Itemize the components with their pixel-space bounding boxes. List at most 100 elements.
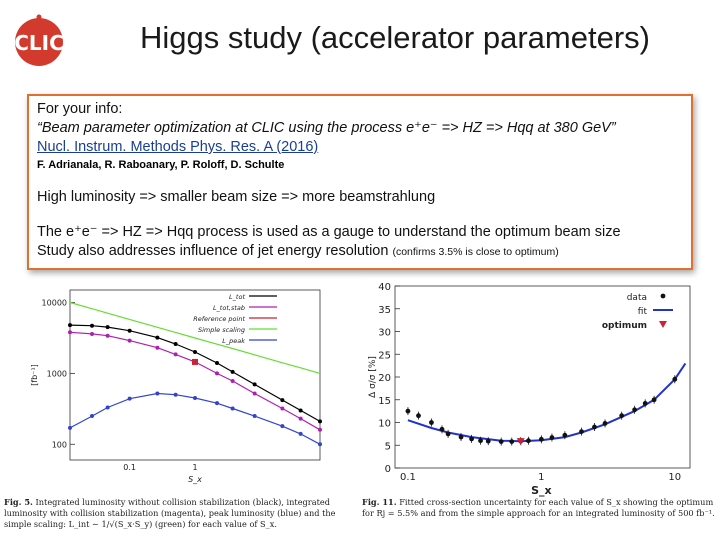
y-tick-label: 40 bbox=[378, 282, 391, 293]
data-point bbox=[579, 429, 584, 434]
y-axis-label: [fb⁻¹] bbox=[30, 364, 39, 386]
ltot-point bbox=[127, 328, 132, 333]
legend-label: Simple scaling bbox=[198, 326, 245, 334]
y-tick-label: 10 bbox=[378, 419, 391, 430]
ltot-point bbox=[68, 323, 72, 328]
info-heading: For your info: bbox=[37, 101, 123, 117]
ltot-stab-point bbox=[127, 338, 132, 343]
data-point bbox=[405, 408, 411, 414]
paper-title: “Beam parameter optimization at CLIC usi… bbox=[37, 120, 616, 136]
reference-point bbox=[192, 358, 198, 365]
legend-label: Reference point bbox=[193, 315, 245, 323]
data-point bbox=[602, 421, 608, 426]
data-point bbox=[549, 435, 555, 440]
authors: F. Adrianala, R. Raboanary, P. Roloff, D… bbox=[37, 159, 285, 171]
x-tick-label: 1 bbox=[192, 463, 197, 472]
ltot-point bbox=[105, 325, 110, 330]
legend-data-swatch bbox=[660, 293, 666, 299]
uncertainty-chart: 0 5 10 15 20 25 30 35 40 0.1 1 10 S_x Δ σ/σ [%] data fi… bbox=[365, 278, 695, 498]
lpeak-point bbox=[193, 395, 197, 400]
x-tick-label: 10 bbox=[668, 472, 681, 483]
ltot-point bbox=[155, 335, 160, 340]
simple-scaling-line bbox=[69, 301, 321, 374]
ltot-point bbox=[252, 382, 257, 387]
lpeak-point bbox=[173, 392, 178, 397]
left-caption-label: Fig. 5. bbox=[4, 497, 33, 507]
y-tick-label: 15 bbox=[378, 396, 391, 407]
data-point bbox=[485, 438, 491, 444]
ltot-point bbox=[193, 350, 197, 355]
ltot-stab-line bbox=[69, 331, 321, 431]
ltot-point bbox=[298, 408, 303, 413]
ltot-point bbox=[280, 398, 285, 403]
data-point bbox=[562, 432, 568, 438]
data-point bbox=[509, 439, 515, 445]
data-point bbox=[429, 420, 434, 425]
ltot-point bbox=[173, 341, 178, 346]
right-caption: Fig. 11. Fitted cross-section uncertaint… bbox=[362, 497, 716, 519]
y-tick-label: 1000 bbox=[47, 369, 67, 378]
ltot-stab-point bbox=[298, 416, 303, 421]
data-point bbox=[672, 376, 678, 382]
study-text-note: (confirms 3.5% is close to optimum) bbox=[392, 246, 559, 258]
ltot-point bbox=[215, 361, 220, 366]
logo-text: CLIC bbox=[14, 31, 64, 55]
ltot-stab-point bbox=[215, 371, 220, 376]
ltot-stab-point bbox=[90, 331, 95, 336]
x-tick-label: 1 bbox=[538, 472, 544, 483]
x-tick-label: 0.1 bbox=[400, 472, 416, 483]
data-point bbox=[498, 439, 504, 445]
x-axis-label: S_x bbox=[531, 484, 552, 497]
ltot-stab-point bbox=[318, 427, 322, 432]
data-point bbox=[458, 434, 464, 440]
legend-label: data bbox=[627, 293, 647, 303]
legend-label: L_tot,stab bbox=[213, 304, 245, 312]
process-note: The e⁺e⁻ => HZ => Hqq process is used as… bbox=[37, 224, 621, 240]
study-note: Study also addresses influence of jet en… bbox=[37, 242, 683, 262]
journal-link[interactable]: Nucl. Instrum. Methods Phys. Res. A (201… bbox=[37, 139, 319, 155]
ltot-stab-point bbox=[252, 391, 257, 396]
lpeak-point bbox=[215, 401, 220, 406]
ltot-stab-point bbox=[230, 379, 235, 384]
ltot-point bbox=[318, 419, 322, 424]
lpeak-point bbox=[155, 391, 160, 396]
y-tick-label: 35 bbox=[378, 305, 391, 316]
legend-label: L_peak bbox=[222, 337, 245, 345]
lpeak-point bbox=[280, 424, 285, 429]
data-point bbox=[478, 438, 483, 444]
data-point bbox=[632, 407, 638, 413]
y-tick-label: 100 bbox=[52, 440, 67, 449]
study-text: Study also addresses influence of jet en… bbox=[37, 243, 389, 259]
data-point bbox=[592, 424, 597, 430]
y-tick-label: 0 bbox=[385, 464, 391, 475]
data-point bbox=[538, 436, 544, 442]
slide-title: Higgs study (accelerator parameters) bbox=[140, 20, 650, 55]
data-point bbox=[445, 431, 451, 437]
y-axis-label: Δ σ/σ [%] bbox=[368, 356, 378, 398]
y-tick-label: 30 bbox=[378, 328, 391, 339]
left-caption: Fig. 5. Integrated luminosity without co… bbox=[4, 497, 354, 530]
ltot-stab-point bbox=[173, 352, 178, 357]
data-point bbox=[469, 436, 474, 442]
lpeak-point bbox=[105, 405, 110, 410]
ltot-point bbox=[230, 369, 235, 374]
optimum-marker bbox=[516, 438, 525, 446]
lpeak-point bbox=[298, 431, 303, 436]
y-tick-label: 5 bbox=[385, 441, 391, 452]
ltot-stab-point bbox=[155, 345, 160, 350]
right-caption-text: Fitted cross-section uncertainty for eac… bbox=[362, 497, 715, 518]
clic-logo: CLIC bbox=[14, 14, 64, 66]
lpeak-point bbox=[318, 442, 322, 447]
data-point bbox=[642, 400, 648, 406]
lpeak-point bbox=[68, 425, 72, 430]
plot-frame bbox=[69, 289, 321, 461]
data-point bbox=[526, 438, 531, 444]
x-axis-label: S_x bbox=[188, 475, 202, 484]
x-tick-label: 0.1 bbox=[123, 463, 136, 472]
lpeak-point bbox=[230, 406, 235, 411]
lpeak-point bbox=[127, 396, 132, 401]
legend-optimum-swatch bbox=[659, 321, 667, 328]
y-tick-label: 10000 bbox=[42, 298, 67, 307]
luminosity-chart: 10000 1000 100 0.1 1 S_x [fb⁻¹] L_tot L_tot,stab… bbox=[25, 282, 330, 487]
lpeak-point bbox=[90, 414, 95, 419]
